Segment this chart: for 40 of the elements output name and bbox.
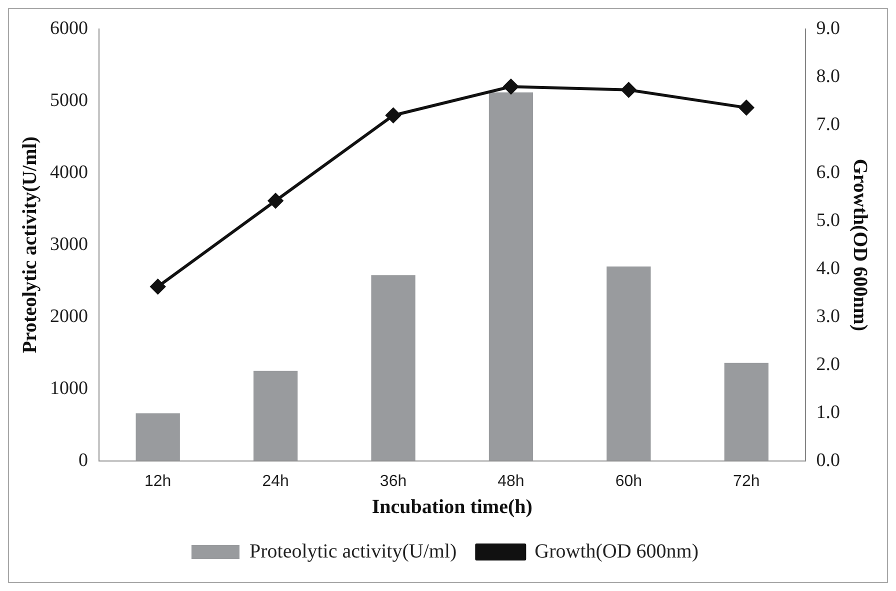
bar <box>606 266 651 461</box>
y2-tick-label: 3.0 <box>816 306 840 327</box>
y2-tick-label: 8.0 <box>816 66 840 87</box>
x-tick-label: 36h <box>380 472 407 490</box>
x-tick-label: 60h <box>615 472 642 490</box>
point <box>503 79 518 94</box>
y2-tick-label: 4.0 <box>816 258 840 279</box>
x-tick-label: 24h <box>262 472 289 490</box>
legend-label: Growth(OD 600nm) <box>534 540 699 562</box>
bar <box>136 413 180 461</box>
y-tick-label: 0 <box>78 450 88 471</box>
x-tick-label: 48h <box>498 472 524 490</box>
y2-tick-label: 1.0 <box>816 402 840 423</box>
y-tick-label: 5000 <box>50 90 88 111</box>
point <box>621 82 636 98</box>
y-tick-label: 6000 <box>50 18 88 39</box>
point <box>150 279 166 294</box>
bar <box>371 275 416 461</box>
y2-tick-label: 7.0 <box>816 114 840 135</box>
y-tick-label: 4000 <box>50 162 88 183</box>
bar <box>724 362 768 461</box>
x-axis-title: Incubation time(h) <box>372 496 532 518</box>
y2-tick-label: 2.0 <box>816 354 840 375</box>
x-tick-label: 12h <box>144 472 172 490</box>
point <box>738 100 754 116</box>
y2-axis-title: Growth(OD 600nm) <box>848 158 871 332</box>
point <box>386 108 401 123</box>
point <box>268 193 284 208</box>
legend-label: Proteolytic activity(U/ml) <box>249 540 457 562</box>
y2-tick-label: 6.0 <box>816 162 840 183</box>
y-axis-title: Proteolytic activity(U/ml) <box>19 136 42 354</box>
x-tick-label: 72h <box>733 472 760 490</box>
y-tick-label: 2000 <box>50 306 88 327</box>
y-tick-label: 1000 <box>50 378 88 399</box>
y2-tick-label: 9.0 <box>816 18 840 39</box>
y2-tick-label: 0.0 <box>816 450 840 471</box>
y-tick-label: 3000 <box>50 234 88 255</box>
bar <box>253 370 298 461</box>
y2-tick-label: 5.0 <box>816 210 840 231</box>
bar <box>488 92 534 461</box>
